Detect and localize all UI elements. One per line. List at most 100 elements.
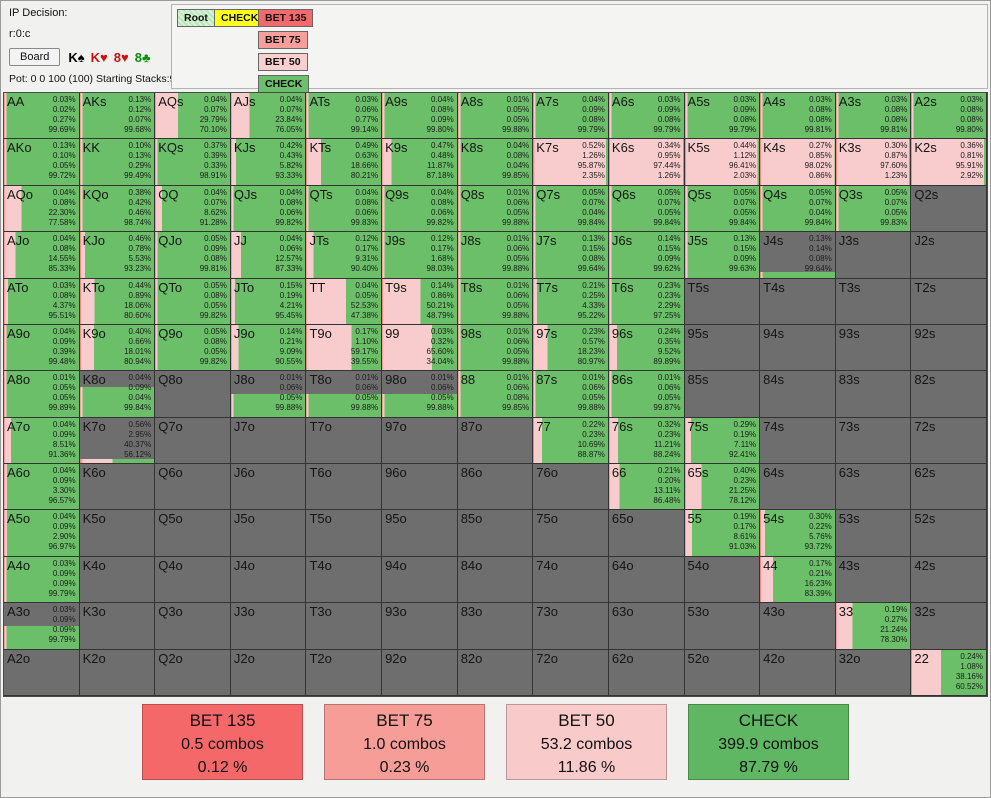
hand-cell-62o[interactable]: 62o (608, 649, 685, 696)
hand-cell-A5o[interactable]: A5o 0.04% 0.09% 2.90% 96.97% (4, 510, 80, 557)
hand-cell-J8s[interactable]: J8s 0.01% 0.06% 0.05% 99.88% (457, 232, 534, 279)
hand-cell-74o[interactable]: 74o (533, 556, 609, 604)
hand-cell-64o[interactable]: 64o (608, 556, 685, 604)
hand-cell-QQ[interactable]: QQ 0.04% 0.07% 8.62% 91.28% (155, 185, 231, 233)
hand-cell-KTs[interactable]: KTs 0.49% 0.63% 18.66% 80.21% (306, 139, 383, 186)
hand-cell-T4o[interactable]: T4o (306, 556, 383, 604)
hand-cell-A3o[interactable]: A3o 0.03% 0.09% 0.09% 99.79% (4, 603, 80, 650)
hand-cell-Q2o[interactable]: Q2o (155, 649, 231, 696)
hand-cell-Q6s[interactable]: Q6s 0.05% 0.07% 0.05% 99.84% (608, 185, 685, 233)
hand-cell-95o[interactable]: 95o (382, 510, 458, 557)
hand-cell-K6s[interactable]: K6s 0.34% 0.95% 97.44% 1.26% (608, 139, 685, 186)
hand-cell-63o[interactable]: 63o (608, 603, 685, 650)
hand-cell-J2s[interactable]: J2s (911, 232, 987, 279)
hand-cell-T8s[interactable]: T8s 0.01% 0.06% 0.05% 99.88% (457, 278, 534, 325)
hand-cell-Q4s[interactable]: Q4s 0.05% 0.07% 0.04% 99.84% (760, 185, 836, 233)
hand-cell-T3s[interactable]: T3s (835, 278, 912, 325)
hand-cell-J3o[interactable]: J3o (230, 603, 307, 650)
hand-cell-32o[interactable]: 32o (835, 649, 912, 696)
hand-cell-KTo[interactable]: KTo 0.44% 0.89% 18.06% 80.60% (79, 278, 156, 325)
hand-cell-AQs[interactable]: AQs 0.04% 0.07% 29.79% 70.10% (155, 93, 231, 140)
hand-cell-73s[interactable]: 73s (835, 417, 912, 465)
hand-cell-K9s[interactable]: K9s 0.47% 0.48% 11.87% 87.18% (382, 139, 458, 186)
hand-cell-98s[interactable]: 98s 0.01% 0.06% 0.05% 99.88% (457, 324, 534, 372)
board-button[interactable]: Board (9, 48, 61, 66)
hand-cell-TT[interactable]: TT 0.04% 0.05% 52.53% 47.38% (306, 278, 383, 325)
hand-cell-87s[interactable]: 87s 0.01% 0.06% 0.05% 99.88% (533, 371, 609, 418)
hand-cell-QTs[interactable]: QTs 0.04% 0.08% 0.06% 99.83% (306, 185, 383, 233)
hand-cell-K5s[interactable]: K5s 0.44% 1.12% 96.41% 2.03% (684, 139, 761, 186)
hand-cell-54o[interactable]: 54o (684, 556, 761, 604)
hand-cell-J5s[interactable]: J5s 0.13% 0.15% 0.09% 99.63% (684, 232, 761, 279)
hand-cell-T9o[interactable]: T9o 0.17% 1.10% 59.17% 39.55% (306, 324, 383, 372)
hand-cell-97o[interactable]: 97o (382, 417, 458, 465)
hand-cell-K8o[interactable]: K8o 0.04% 0.09% 0.04% 99.84% (79, 371, 156, 418)
hand-cell-J3s[interactable]: J3s (835, 232, 912, 279)
hand-cell-K3s[interactable]: K3s 0.30% 0.87% 97.60% 1.23% (835, 139, 912, 186)
tree-action-bet50[interactable]: BET 50 (258, 53, 308, 71)
hand-cell-96s[interactable]: 96s 0.24% 0.35% 9.52% 89.89% (608, 324, 685, 372)
hand-cell-T7o[interactable]: T7o (306, 417, 383, 465)
hand-cell-A5s[interactable]: A5s 0.03% 0.09% 0.08% 99.79% (684, 93, 761, 140)
hand-cell-A8s[interactable]: A8s 0.01% 0.05% 0.05% 99.88% (457, 93, 534, 140)
hand-cell-Q8s[interactable]: Q8s 0.01% 0.06% 0.05% 99.88% (457, 185, 534, 233)
hand-cell-82s[interactable]: 82s (911, 371, 987, 418)
hand-cell-QJo[interactable]: QJo 0.05% 0.09% 0.08% 99.81% (155, 232, 231, 279)
hand-cell-AJo[interactable]: AJo 0.04% 0.08% 14.55% 85.33% (4, 232, 80, 279)
hand-cell-77[interactable]: 77 0.22% 0.23% 10.69% 88.87% (533, 417, 609, 465)
hand-cell-A2o[interactable]: A2o (4, 649, 80, 696)
hand-cell-73o[interactable]: 73o (533, 603, 609, 650)
hand-cell-A7s[interactable]: A7s 0.04% 0.09% 0.08% 99.79% (533, 93, 609, 140)
hand-cell-K8s[interactable]: K8s 0.04% 0.08% 0.04% 99.85% (457, 139, 534, 186)
hand-cell-T5o[interactable]: T5o (306, 510, 383, 557)
hand-cell-95s[interactable]: 95s (684, 324, 761, 372)
tree-action-bet135[interactable]: BET 135 (258, 9, 314, 27)
hand-cell-Q2s[interactable]: Q2s (911, 185, 987, 233)
hand-cell-K6o[interactable]: K6o (79, 464, 156, 511)
hand-cell-Q6o[interactable]: Q6o (155, 464, 231, 511)
hand-cell-K9o[interactable]: K9o 0.40% 0.66% 18.01% 80.94% (79, 324, 156, 372)
hand-cell-42s[interactable]: 42s (911, 556, 987, 604)
hand-cell-85o[interactable]: 85o (457, 510, 534, 557)
hand-cell-T3o[interactable]: T3o (306, 603, 383, 650)
tree-action-bet75[interactable]: BET 75 (258, 31, 308, 49)
hand-cell-86s[interactable]: 86s 0.01% 0.06% 0.05% 99.87% (608, 371, 685, 418)
hand-cell-85s[interactable]: 85s (684, 371, 761, 418)
hand-cell-33[interactable]: 33 0.19% 0.27% 21.24% 78.30% (835, 603, 912, 650)
hand-cell-KQs[interactable]: KQs 0.37% 0.39% 0.33% 98.91% (155, 139, 231, 186)
hand-cell-K2s[interactable]: K2s 0.36% 0.81% 95.91% 2.92% (911, 139, 987, 186)
hand-cell-JTs[interactable]: JTs 0.12% 0.17% 9.31% 90.40% (306, 232, 383, 279)
hand-cell-QJs[interactable]: QJs 0.04% 0.08% 0.06% 99.82% (230, 185, 307, 233)
hand-cell-AJs[interactable]: AJs 0.04% 0.07% 23.84% 76.05% (230, 93, 307, 140)
hand-cell-87o[interactable]: 87o (457, 417, 534, 465)
hand-cell-76s[interactable]: 76s 0.32% 0.23% 11.21% 88.24% (608, 417, 685, 465)
hand-cell-Q3o[interactable]: Q3o (155, 603, 231, 650)
hand-cell-J6s[interactable]: J6s 0.14% 0.15% 0.09% 99.62% (608, 232, 685, 279)
hand-cell-43s[interactable]: 43s (835, 556, 912, 604)
hand-cell-65s[interactable]: 65s 0.40% 0.23% 21.25% 78.12% (684, 464, 761, 511)
hand-cell-Q7s[interactable]: Q7s 0.05% 0.07% 0.04% 99.84% (533, 185, 609, 233)
hand-cell-T5s[interactable]: T5s (684, 278, 761, 325)
hand-cell-72s[interactable]: 72s (911, 417, 987, 465)
hand-cell-J4s[interactable]: J4s 0.13% 0.14% 0.08% 99.64% (760, 232, 836, 279)
hand-cell-99[interactable]: 99 0.03% 0.32% 65.60% 34.04% (382, 324, 458, 372)
hand-cell-T9s[interactable]: T9s 0.14% 0.86% 50.21% 48.79% (382, 278, 458, 325)
hand-cell-96o[interactable]: 96o (382, 464, 458, 511)
hand-cell-AKo[interactable]: AKo 0.13% 0.10% 0.05% 99.72% (4, 139, 80, 186)
hand-cell-22[interactable]: 22 0.24% 1.08% 38.16% 60.52% (911, 649, 987, 696)
hand-cell-KK[interactable]: KK 0.10% 0.13% 0.29% 99.49% (79, 139, 156, 186)
hand-cell-A2s[interactable]: A2s 0.03% 0.08% 0.08% 99.80% (911, 93, 987, 140)
hand-cell-T7s[interactable]: T7s 0.21% 0.25% 4.33% 95.22% (533, 278, 609, 325)
hand-cell-K2o[interactable]: K2o (79, 649, 156, 696)
hand-cell-KJs[interactable]: KJs 0.42% 0.43% 5.82% 93.33% (230, 139, 307, 186)
hand-cell-A4o[interactable]: A4o 0.03% 0.09% 0.09% 99.79% (4, 556, 80, 604)
hand-cell-Q5s[interactable]: Q5s 0.05% 0.07% 0.05% 99.84% (684, 185, 761, 233)
hand-cell-65o[interactable]: 65o (608, 510, 685, 557)
hand-cell-Q5o[interactable]: Q5o (155, 510, 231, 557)
hand-cell-Q9o[interactable]: Q9o 0.05% 0.08% 0.05% 99.82% (155, 324, 231, 372)
hand-cell-98o[interactable]: 98o 0.01% 0.06% 0.05% 99.88% (382, 371, 458, 418)
hand-cell-83s[interactable]: 83s (835, 371, 912, 418)
hand-cell-T6s[interactable]: T6s 0.23% 0.23% 2.29% 97.25% (608, 278, 685, 325)
hand-cell-63s[interactable]: 63s (835, 464, 912, 511)
hand-cell-55[interactable]: 55 0.19% 0.17% 8.61% 91.03% (684, 510, 761, 557)
